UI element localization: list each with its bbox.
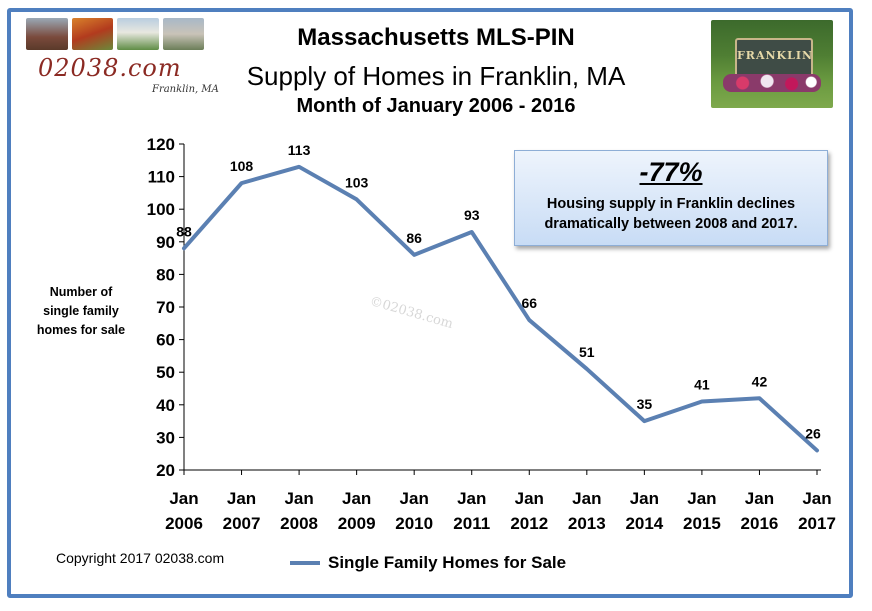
x-tick-label-month: Jan	[169, 489, 198, 508]
data-label: 88	[176, 223, 192, 239]
x-tick-label-year: 2017	[798, 514, 836, 533]
site-logo-subtext: Franklin, MA	[152, 84, 219, 95]
x-tick-label-year: 2016	[741, 514, 779, 533]
data-label: 51	[579, 344, 595, 360]
flower-bed	[723, 74, 821, 92]
town-photo-4	[162, 18, 204, 50]
x-tick-label-month: Jan	[802, 489, 831, 508]
y-axis-label-line1: Number of	[49, 285, 113, 299]
y-axis-label: Number of single family homes for sale	[28, 283, 134, 340]
callout-percentage: -77%	[639, 157, 703, 187]
data-label: 41	[694, 377, 710, 393]
x-tick-label-year: 2006	[165, 514, 203, 533]
y-tick-label: 40	[156, 396, 175, 415]
x-tick-label-year: 2014	[625, 514, 663, 533]
copyright-text: Copyright 2017 02038.com	[56, 550, 225, 566]
x-tick-label-year: 2012	[510, 514, 548, 533]
y-tick-label: 80	[156, 265, 175, 284]
franklin-sign-photo: FRANKLIN	[711, 20, 833, 108]
x-tick-label-month: Jan	[400, 489, 429, 508]
y-tick-label: 60	[156, 331, 175, 350]
chart-legend: Single Family Homes for Sale	[290, 553, 566, 573]
x-tick-label-year: 2011	[453, 514, 490, 533]
x-tick-label-year: 2008	[280, 514, 318, 533]
y-tick-label: 110	[148, 168, 175, 187]
town-photo-2	[71, 18, 113, 50]
x-tick-label-year: 2007	[223, 514, 261, 533]
data-label: 42	[752, 373, 768, 389]
y-tick-label: 30	[156, 428, 175, 447]
header-photo-strip	[26, 18, 204, 50]
chart-title-line2: Supply of Homes in Franklin, MA	[246, 61, 626, 91]
y-axis-label-line3: homes for sale	[36, 323, 126, 337]
x-tick-label-month: Jan	[630, 489, 659, 508]
y-tick-label: 120	[147, 135, 175, 154]
data-label: 35	[637, 396, 653, 412]
callout-line2: dramatically between 2008 and 2017.	[544, 216, 798, 232]
town-photo-1	[26, 18, 68, 50]
chart-title-line3: Month of January 2006 - 2016	[296, 95, 576, 117]
site-logo-text: 02038.com	[38, 54, 182, 82]
data-label: 26	[805, 425, 821, 441]
annotation-callout: -77% Housing supply in Franklin declines…	[514, 150, 828, 246]
y-tick-label: 50	[156, 363, 175, 382]
data-label: 108	[230, 158, 254, 174]
data-label: 86	[406, 230, 422, 246]
data-label: 66	[521, 295, 537, 311]
y-tick-label: 70	[156, 298, 175, 317]
chart-title-line1: Massachusetts MLS-PIN	[297, 24, 575, 51]
x-tick-label-year: 2013	[568, 514, 606, 533]
y-tick-label: 20	[156, 461, 175, 480]
y-tick-label: 100	[147, 200, 175, 219]
x-tick-label-year: 2015	[683, 514, 721, 533]
callout-description: Housing supply in Franklin declines dram…	[515, 194, 827, 234]
callout-line1: Housing supply in Franklin declines	[546, 196, 796, 212]
x-tick-label-month: Jan	[342, 489, 371, 508]
series-line	[182, 164, 819, 453]
sign-text: FRANKLIN	[737, 49, 814, 62]
y-axis-label-line2: single family	[43, 304, 119, 318]
legend-line-swatch	[290, 561, 320, 565]
x-tick-label-month: Jan	[457, 489, 486, 508]
x-tick-label-month: Jan	[572, 489, 601, 508]
x-tick-label-month: Jan	[745, 489, 774, 508]
y-tick-label: 90	[156, 233, 175, 252]
x-tick-label-year: 2009	[338, 514, 376, 533]
data-label: 113	[288, 142, 311, 158]
data-label: 103	[345, 174, 369, 190]
x-tick-label-month: Jan	[687, 489, 716, 508]
x-tick-label-year: 2010	[395, 514, 433, 533]
x-tick-label-month: Jan	[284, 489, 313, 508]
x-tick-label-month: Jan	[515, 489, 544, 508]
legend-series-label: Single Family Homes for Sale	[328, 553, 567, 572]
data-label: 93	[464, 207, 480, 223]
x-tick-label-month: Jan	[227, 489, 256, 508]
town-photo-3	[117, 18, 159, 50]
